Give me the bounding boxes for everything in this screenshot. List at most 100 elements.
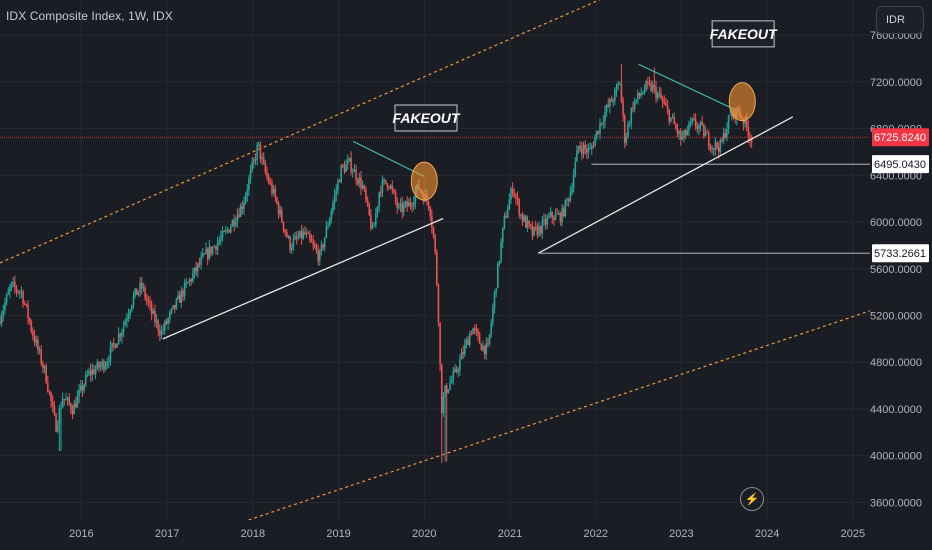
candle-body <box>727 115 730 129</box>
flash-icon[interactable]: ⚡ <box>740 487 764 511</box>
candle-body <box>679 131 682 140</box>
candle-body <box>340 165 343 182</box>
candle-body <box>177 295 179 299</box>
candle-body <box>488 334 491 344</box>
candle-body <box>630 107 633 124</box>
candle-body <box>322 244 324 248</box>
candle-body <box>363 185 366 190</box>
candle-body <box>602 121 605 124</box>
support-trendline <box>162 217 444 340</box>
y-tick-label: 6400.0000 <box>870 170 922 182</box>
candle-body <box>650 83 652 91</box>
candle-body <box>492 307 494 323</box>
candle-body <box>724 133 727 138</box>
fakeout-label-text: FAKEOUT <box>393 110 461 126</box>
candle-body <box>60 407 62 409</box>
fakeout-circle <box>410 161 438 201</box>
candle-body <box>267 176 270 184</box>
candle-body <box>586 149 588 153</box>
candle-body <box>84 374 87 385</box>
candle-body <box>330 211 333 219</box>
candle-body <box>33 336 36 343</box>
candle-body <box>17 290 19 293</box>
candle-body <box>684 130 687 136</box>
candle-body <box>68 397 71 404</box>
candle-body <box>600 123 603 125</box>
candle-body <box>478 334 481 344</box>
candle-body <box>714 142 717 150</box>
candle-body <box>257 144 260 146</box>
candle-body <box>314 244 316 248</box>
candle-body <box>452 371 455 380</box>
candle-body <box>58 408 61 425</box>
candle-body <box>157 320 160 331</box>
candle-body <box>597 130 600 134</box>
candle-body <box>493 292 496 308</box>
candle-body <box>483 345 486 355</box>
candle-body <box>632 107 634 110</box>
candle-body <box>406 201 408 207</box>
y-tick-label: 4400.0000 <box>870 404 922 416</box>
candle-body <box>482 345 484 351</box>
candle-body <box>712 148 715 150</box>
currency-button[interactable]: IDR <box>876 6 924 34</box>
candle-body <box>556 213 558 215</box>
candle-body <box>286 232 288 238</box>
channel-line <box>248 310 870 520</box>
x-tick-label: 2017 <box>155 528 179 540</box>
candle-body <box>487 343 489 345</box>
candle-body <box>309 233 311 240</box>
fakeout-label-box <box>711 20 775 48</box>
candle-body <box>117 333 120 344</box>
candle-body <box>93 369 95 374</box>
candle-body <box>495 288 497 293</box>
candle-body <box>86 374 89 376</box>
candle-body <box>450 379 453 383</box>
candle-body <box>605 105 608 113</box>
candle-body <box>45 365 47 383</box>
candle-body <box>625 136 628 143</box>
fakeout-label: FAKEOUT <box>710 20 778 48</box>
candle-body <box>526 220 529 228</box>
x-tick-label: 2022 <box>583 528 607 540</box>
candle-body <box>543 219 545 221</box>
candle-body <box>401 203 403 212</box>
candle-body <box>264 163 267 173</box>
candle-body <box>670 117 672 122</box>
candle-body <box>35 339 38 343</box>
candle-body <box>187 282 189 284</box>
candle-body <box>661 98 664 102</box>
candle-body <box>447 389 450 393</box>
candle-body <box>30 321 33 331</box>
candle-body <box>396 201 399 208</box>
candle-body <box>439 322 441 365</box>
candle-body <box>460 352 463 360</box>
candle-body <box>121 331 123 337</box>
candle-body <box>261 157 263 160</box>
candle-body <box>4 302 6 311</box>
candle-body <box>373 225 375 227</box>
candle-body <box>548 216 550 218</box>
candle-body <box>323 237 326 248</box>
candle-body <box>579 146 582 149</box>
candle-body <box>376 206 379 214</box>
candle-body <box>528 220 530 225</box>
candle-body <box>50 392 52 402</box>
candle-body <box>5 294 8 303</box>
candle-body <box>61 398 64 408</box>
candle-body <box>587 148 590 153</box>
candle-body <box>660 93 662 99</box>
candle-body <box>229 226 232 233</box>
candle-body <box>351 171 354 173</box>
candle-body <box>295 236 298 239</box>
candle-body <box>101 361 103 366</box>
candle-body <box>409 202 412 206</box>
candle-body <box>241 206 244 210</box>
candle-body <box>566 199 568 201</box>
candle-body <box>704 132 707 137</box>
candle-body <box>73 403 75 415</box>
candle-body <box>103 361 105 370</box>
candle-body <box>266 172 268 177</box>
candle-body <box>223 231 225 233</box>
